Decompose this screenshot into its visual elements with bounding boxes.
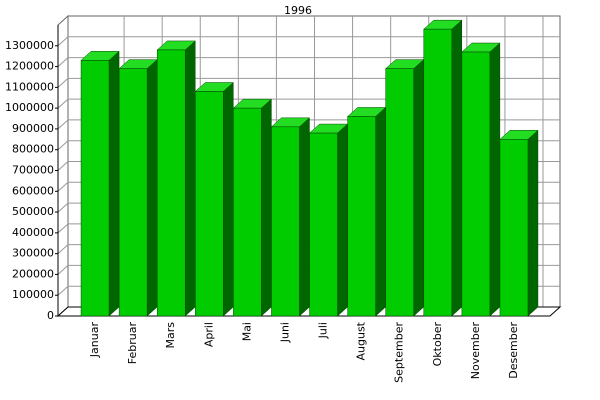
- grid-line: [57, 223, 69, 234]
- bar-side: [451, 19, 463, 317]
- x-tick-label: August: [355, 321, 368, 360]
- y-tick-label: 600000: [12, 184, 54, 197]
- bar-side: [223, 81, 234, 317]
- bar: [461, 51, 491, 317]
- x-tick-label: November: [469, 322, 482, 380]
- y-tick-label: 0: [47, 309, 54, 322]
- y-tick-label: 1300000: [5, 39, 54, 52]
- x-tick-label: September: [393, 322, 406, 383]
- grid-line: [57, 181, 69, 192]
- bar: [309, 132, 338, 317]
- y-tick-label: 1200000: [5, 60, 54, 73]
- chart-title: 1996: [284, 4, 312, 17]
- y-tick-label: 1100000: [5, 80, 54, 93]
- bar-side: [261, 98, 272, 317]
- x-tick-label: Juni: [278, 322, 291, 343]
- y-tick-label: 900000: [12, 122, 54, 135]
- y-tick-label: 100000: [12, 288, 54, 301]
- bar: [271, 126, 300, 317]
- bar-side: [375, 106, 386, 317]
- x-tick-label: Januar: [88, 322, 101, 359]
- grid-line: [57, 77, 69, 88]
- bar-side: [337, 123, 348, 317]
- bar: [233, 107, 262, 317]
- bar: [347, 116, 376, 317]
- grid-line: [57, 57, 69, 67]
- grid-line: [57, 285, 69, 296]
- bar-side: [413, 59, 424, 317]
- bar-side: [184, 40, 196, 317]
- y-tick-label: 700000: [12, 164, 54, 177]
- bar-side: [527, 129, 539, 317]
- grid-line: [57, 140, 69, 151]
- bar-side: [108, 50, 120, 317]
- y-tick-label: 200000: [12, 267, 54, 280]
- y-tick-label: 500000: [12, 205, 54, 218]
- y-tick-label: 300000: [12, 247, 54, 260]
- grid-line: [57, 265, 69, 275]
- x-tick-label: Mars: [164, 322, 177, 349]
- x-tick-label: Desember: [507, 322, 520, 379]
- y-tick-label: 400000: [12, 226, 54, 239]
- grid-line: [57, 119, 69, 130]
- bar: [499, 139, 529, 317]
- x-tick-label: Oktober: [431, 322, 444, 367]
- x-tick-label: Mai: [240, 322, 253, 341]
- bar-side: [489, 42, 501, 317]
- x-tick-label: April: [202, 322, 215, 347]
- bar: [156, 49, 186, 317]
- x-tick-label: Juli: [317, 322, 330, 339]
- grid-line: [57, 36, 69, 47]
- grid-line: [57, 98, 69, 109]
- grid-line: [57, 244, 69, 255]
- bar: [423, 28, 453, 317]
- y-tick-label: 1000000: [5, 101, 54, 114]
- bar-side: [299, 117, 310, 317]
- grid-line: [57, 202, 69, 213]
- bar: [118, 68, 148, 317]
- bar-side: [146, 59, 158, 317]
- x-tick-label: Februar: [126, 322, 139, 365]
- bar: [80, 60, 110, 317]
- y-tick-label: 800000: [12, 143, 54, 156]
- grid-line: [57, 161, 69, 171]
- bar: [195, 91, 224, 317]
- bar: [385, 68, 414, 317]
